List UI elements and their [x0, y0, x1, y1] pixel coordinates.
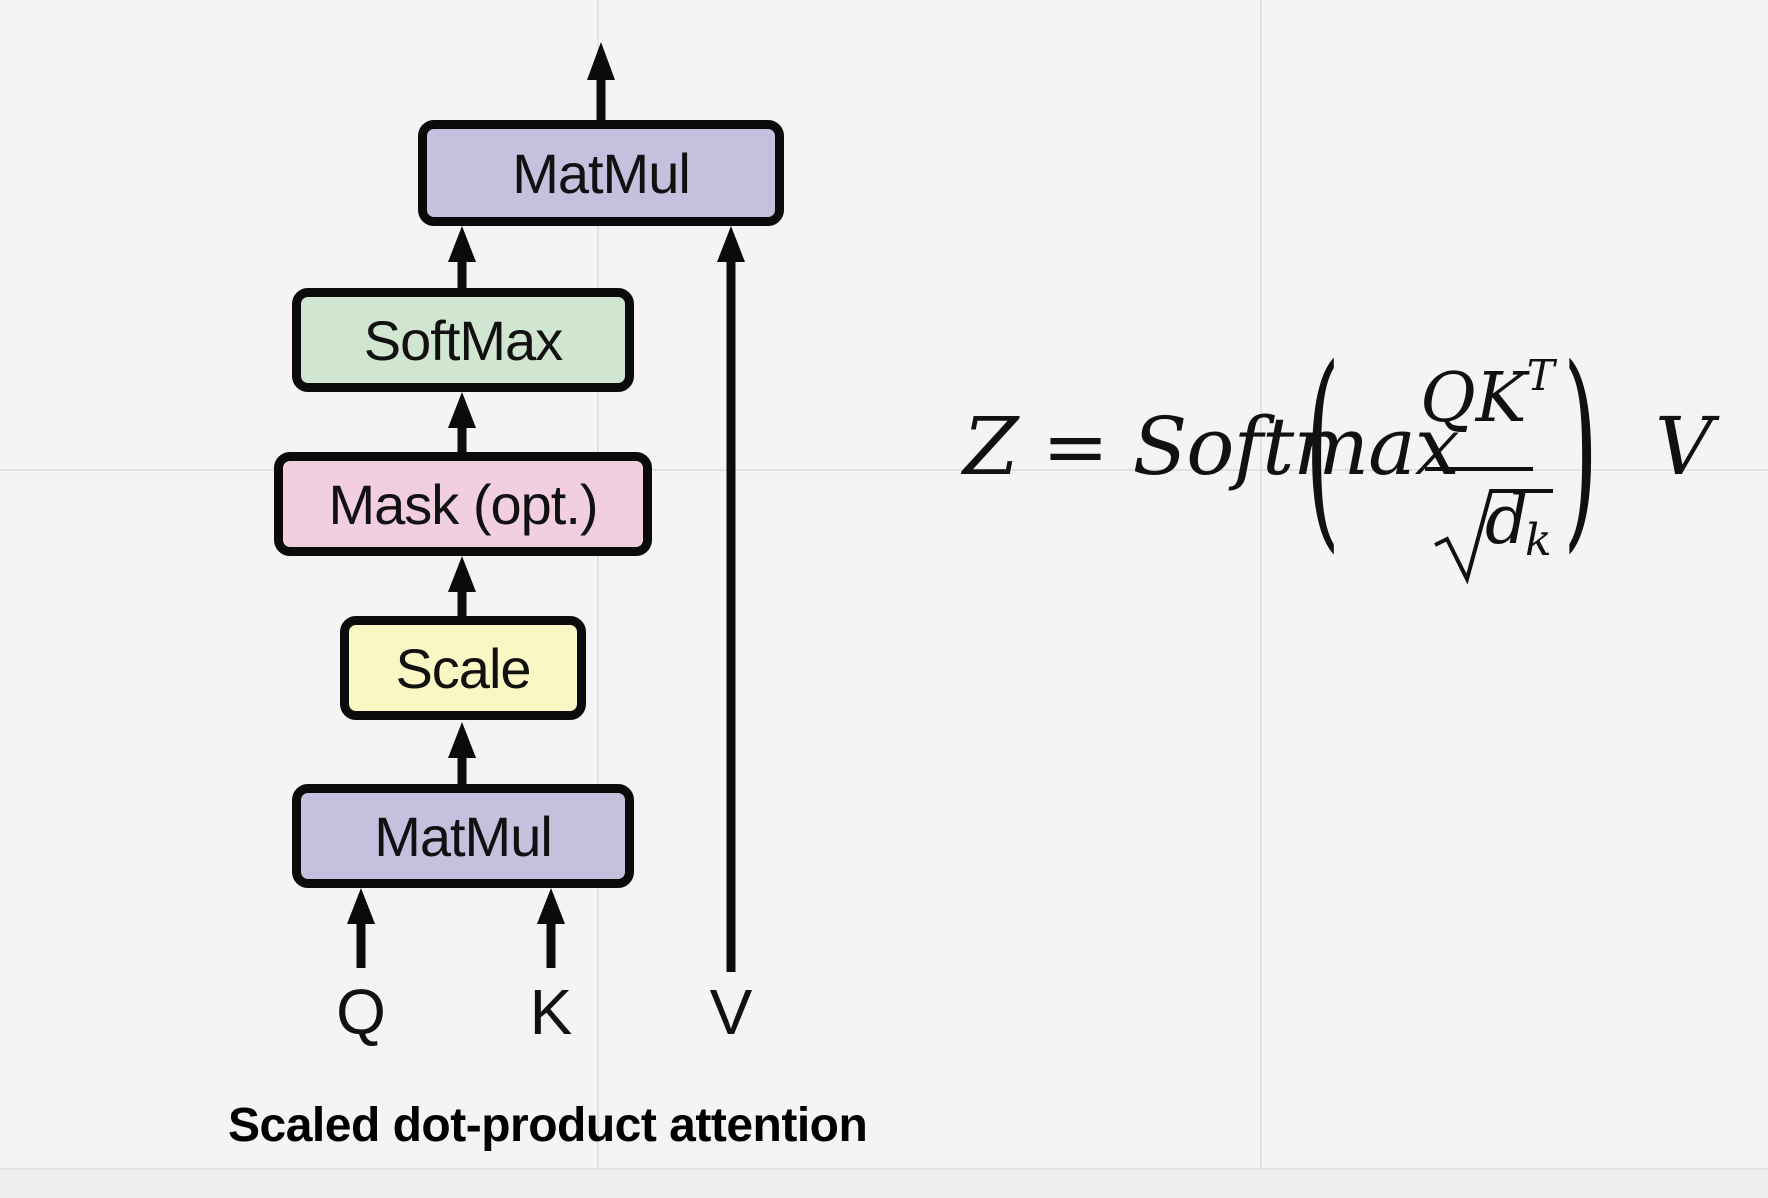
formula-open-paren: ( [1305, 321, 1341, 572]
guide-line [0, 1168, 1768, 1170]
formula-denominator-subscript: k [1525, 515, 1552, 566]
input-v-label: V [709, 976, 753, 1048]
attention-formula: Z = Softmax ( QKT d k ) V [955, 339, 1755, 595]
formula-equals: = [1042, 400, 1109, 493]
square-root-icon [1434, 489, 1553, 585]
formula-denominator: d k [1433, 487, 1553, 587]
input-q-label: Q [336, 976, 386, 1048]
diagram-caption: Scaled dot-product attention [228, 1099, 868, 1152]
formula-numerator-base: QK [1420, 359, 1527, 438]
arrowhead-output [587, 42, 615, 80]
softmax-block: SoftMax [292, 288, 634, 392]
formula-lhs: Z = Softmax [963, 407, 1460, 487]
softmax-label: SoftMax [363, 308, 563, 372]
formula-z: Z [963, 400, 1019, 493]
bottom-strip [0, 1170, 1768, 1198]
formula-numerator-superscript: T [1526, 351, 1555, 400]
arrowhead-k-input [537, 888, 565, 924]
arrowhead-q-input [347, 888, 375, 924]
scale-block: Scale [340, 616, 586, 720]
formula-fraction-bar [1425, 467, 1533, 471]
mask-label: Mask (opt.) [328, 472, 598, 536]
arrowhead-mask-to-softmax [448, 392, 476, 428]
formula-function: Softmax [1132, 400, 1460, 493]
scale-label: Scale [395, 636, 531, 700]
arrowhead-softmax-to-matmul [448, 226, 476, 262]
guide-line [0, 469, 1768, 471]
arrowhead-matmul-to-scale [448, 722, 476, 758]
input-k-label: K [529, 976, 573, 1048]
arrowhead-scale-to-mask [448, 556, 476, 592]
formula-numerator: QKT [1420, 355, 1555, 433]
arrowhead-v-input [717, 226, 745, 262]
matmul-block-top: MatMul [418, 120, 784, 226]
guide-line [597, 0, 599, 1198]
guide-line [1260, 0, 1262, 1198]
formula-denominator-base: d [1485, 481, 1529, 560]
matmul-bottom-label: MatMul [374, 804, 553, 868]
mask-block: Mask (opt.) [274, 452, 652, 556]
matmul-top-label: MatMul [512, 141, 691, 205]
formula-v: V [1655, 400, 1713, 493]
matmul-block-bottom: MatMul [292, 784, 634, 888]
formula-close-paren: ) [1563, 321, 1599, 572]
